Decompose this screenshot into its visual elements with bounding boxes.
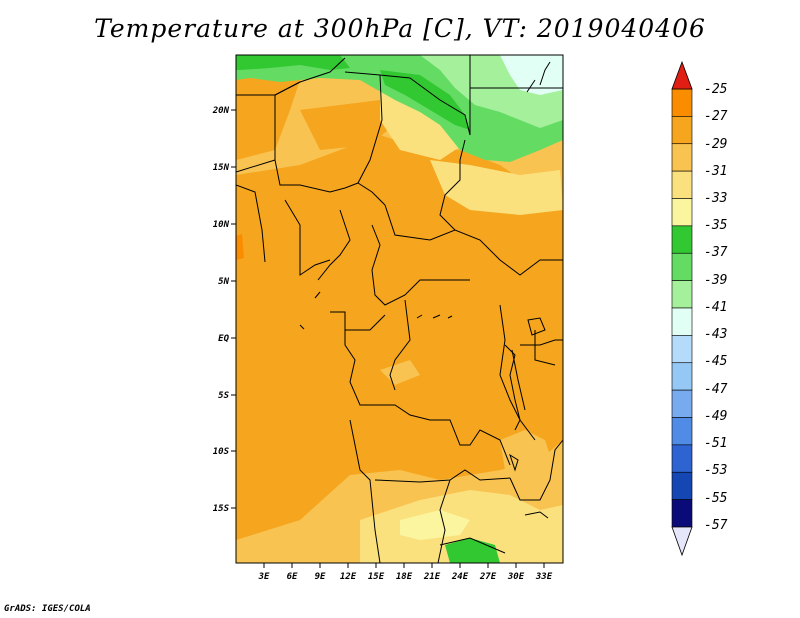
map-frame	[235, 54, 564, 564]
lon-label: 27E	[479, 572, 497, 582]
lon-label: 33E	[535, 572, 553, 582]
colorbar-label: -47	[704, 382, 728, 397]
lon-label: 15E	[368, 572, 385, 582]
colorbar-swatch	[671, 444, 693, 473]
lat-label: EQ	[218, 334, 229, 344]
colorbar-label: -49	[704, 409, 727, 424]
lat-label: 15S	[213, 504, 230, 514]
colorbar-top-arrow	[671, 60, 693, 90]
lon-label: 6E	[287, 572, 298, 582]
colorbar-label: -43	[704, 327, 727, 342]
colorbar-label: -51	[704, 436, 727, 451]
colorbar-labels: -25 -27 -29 -31 -33 -35 -37 -39 -41 -43 …	[704, 82, 728, 533]
lon-label: 18E	[396, 572, 413, 582]
colorbar-label: -33	[704, 191, 727, 206]
colorbar-label: -53	[704, 463, 727, 478]
latitude-axis: 20N 15N 10N 5N EQ 5S 10S 15S	[212, 106, 236, 514]
colorbar-swatch	[671, 225, 693, 254]
colorbar-label: -25	[704, 82, 728, 97]
lat-label: 10S	[213, 447, 230, 457]
colorbar-swatch	[671, 362, 693, 391]
colorbar-label: -35	[704, 218, 728, 233]
colorbar-label: -29	[704, 137, 727, 152]
lat-label: 5N	[218, 277, 229, 287]
colorbar-swatch	[671, 307, 693, 336]
grads-credit: GrADS: IGES/COLA	[4, 604, 91, 614]
country-borders	[236, 55, 563, 563]
colorbar-swatch	[671, 143, 693, 172]
colorbar-swatch	[671, 252, 693, 281]
lat-label: 10N	[213, 220, 230, 230]
lat-label: 15N	[213, 163, 230, 173]
colorbar-swatch	[671, 198, 693, 227]
colorbar-bottom-arrow	[671, 526, 693, 557]
colorbar: -25 -27 -29 -31 -33 -35 -37 -39 -41 -43 …	[671, 60, 728, 557]
lat-label: 5S	[218, 391, 229, 401]
lon-label: 24E	[451, 572, 469, 582]
colorbar-swatch	[671, 417, 693, 446]
colorbar-label: -37	[704, 245, 728, 260]
map-title: Temperature at 300hPa [C], VT: 201904040…	[94, 14, 706, 43]
colorbar-swatch	[671, 389, 693, 418]
lakes	[299, 291, 549, 519]
lat-label: 20N	[212, 106, 230, 116]
colorbar-label: -57	[704, 518, 728, 533]
lon-label: 3E	[258, 572, 270, 582]
lon-label: 21E	[423, 572, 441, 582]
colorbar-swatches	[671, 88, 693, 528]
longitude-axis: 3E 6E 9E 12E 15E 18E 21E 24E 27E 30E 33E	[258, 563, 553, 582]
temperature-fill	[236, 55, 563, 563]
lon-label: 9E	[315, 572, 326, 582]
colorbar-label: -45	[704, 354, 728, 369]
colorbar-swatch	[671, 499, 693, 528]
colorbar-label: -39	[704, 273, 727, 288]
colorbar-swatch	[671, 471, 693, 500]
lon-label: 12E	[340, 572, 357, 582]
colorbar-swatch	[671, 116, 693, 145]
lon-label: 30E	[507, 572, 525, 582]
colorbar-label: -41	[704, 300, 727, 315]
colorbar-swatch	[671, 335, 693, 364]
colorbar-label: -27	[704, 109, 728, 124]
colorbar-swatch	[671, 170, 693, 199]
colorbar-label: -55	[704, 491, 728, 506]
colorbar-swatch	[671, 88, 693, 117]
colorbar-swatch	[671, 280, 693, 309]
colorbar-label: -31	[704, 164, 727, 179]
